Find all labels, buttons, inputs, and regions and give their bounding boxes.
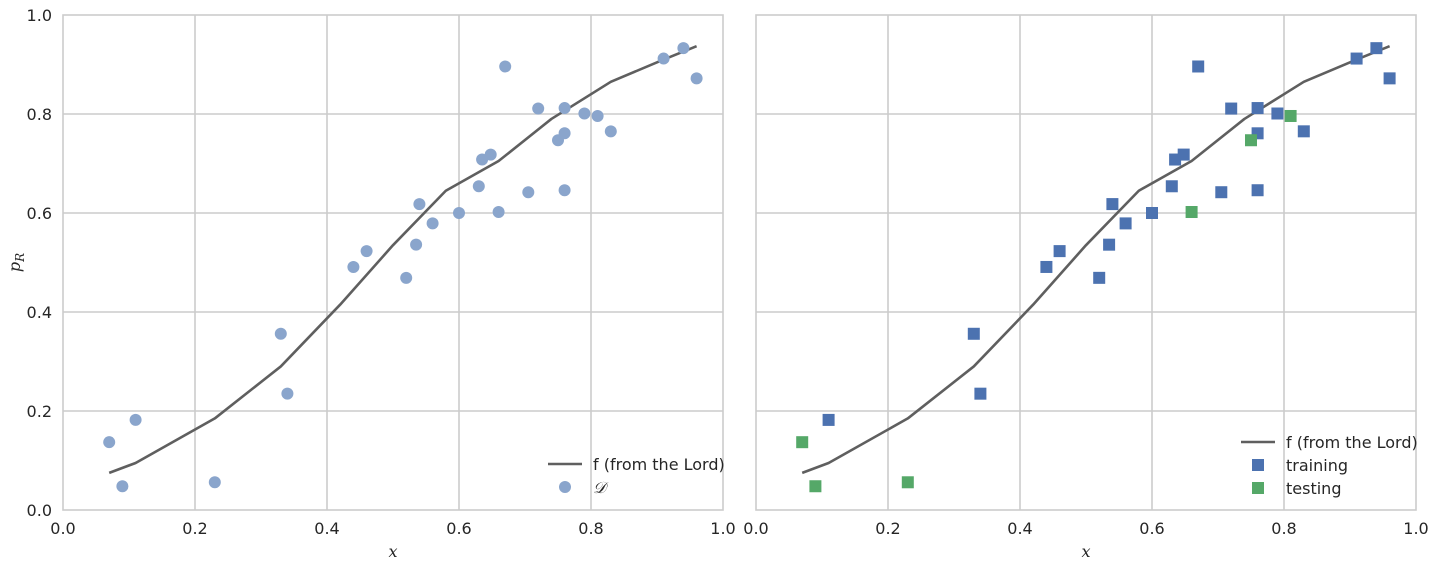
legend-label: testing: [1286, 479, 1341, 498]
legend-circle-swatch: [559, 481, 571, 493]
data-point: [690, 72, 703, 85]
data-point-training: [967, 327, 980, 340]
data-point-training: [1093, 271, 1106, 284]
y-tick-label: 1.0: [27, 6, 52, 25]
data-point-training: [1271, 107, 1284, 120]
data-point-training: [1119, 217, 1132, 230]
data-point: [558, 184, 571, 197]
data-point: [604, 125, 617, 138]
model-curve: [801, 44, 1391, 475]
data-point-testing: [796, 436, 809, 449]
data-point: [103, 436, 116, 449]
legend-square-swatch: [1252, 482, 1264, 494]
data-point: [410, 238, 423, 251]
data-point-training: [1040, 260, 1053, 273]
data-point-training: [1192, 60, 1205, 73]
data-point-training: [1370, 42, 1383, 55]
data-point-training: [1215, 186, 1228, 199]
y-tick-label: 0.4: [27, 303, 52, 322]
data-point: [281, 387, 294, 400]
right-panel: 0.0 0.2 0.4 0.6 0.8 1.0 x f (from the Lord) trai…: [743, 14, 1429, 561]
data-point: [522, 186, 535, 199]
data-point-training: [1165, 180, 1178, 193]
data-point-training: [1383, 72, 1396, 85]
data-point-training: [1103, 238, 1116, 251]
data-point: [484, 148, 497, 161]
y-tick-label: 0.6: [27, 204, 52, 223]
data-point: [499, 60, 512, 73]
data-point: [677, 42, 690, 55]
legend-label: f (from the Lord): [1286, 433, 1418, 452]
legend-label: 𝒟: [593, 478, 609, 497]
x-tick-label: 0.4: [314, 519, 339, 538]
data-point: [472, 180, 485, 193]
x-tick-label: 0.8: [1271, 519, 1296, 538]
plot-frame: [62, 14, 724, 511]
left-panel: 0.0 0.2 0.4 0.6 0.8 1.0 0.0 0.2 0.4 0.6 0.8 1.0 x pR f…: [5, 6, 736, 561]
x-tick-label: 0.4: [1007, 519, 1032, 538]
x-tick-label: 0.2: [875, 519, 900, 538]
legend-square-swatch: [1252, 459, 1264, 471]
data-point: [558, 127, 571, 140]
data-point: [492, 206, 505, 219]
x-tick-label: 0.0: [743, 519, 768, 538]
data-point-testing: [809, 480, 822, 493]
data-point-training: [1297, 125, 1310, 138]
data-point: [558, 102, 571, 115]
data-point: [208, 476, 221, 489]
y-tick-label: 0.2: [27, 402, 52, 421]
data-point-training: [1146, 207, 1158, 219]
data-point-training: [1177, 148, 1190, 161]
x-tick-label: 0.6: [446, 519, 471, 538]
legend-label: f (from the Lord): [593, 455, 725, 474]
data-point: [129, 413, 142, 426]
data-point: [347, 260, 360, 273]
data-point-training: [1350, 52, 1363, 65]
data-point: [360, 245, 373, 258]
y-tick-label: 0.8: [27, 105, 52, 124]
data-point: [400, 271, 413, 284]
x-tick-label: 1.0: [1403, 519, 1428, 538]
data-point-training: [1251, 127, 1264, 140]
model-curve: [108, 44, 698, 475]
data-point-training: [822, 413, 835, 426]
data-point: [532, 102, 545, 115]
x-tick-label: 0.0: [50, 519, 75, 538]
data-point: [426, 217, 439, 230]
data-point: [116, 480, 129, 493]
data-point-testing: [901, 476, 914, 489]
data-point-training: [974, 387, 987, 400]
x-axis-label: x: [388, 542, 397, 561]
data-point-testing: [1185, 206, 1198, 219]
data-point-training: [1251, 184, 1264, 197]
data-point: [453, 207, 465, 219]
legend-label: training: [1286, 456, 1348, 475]
x-tick-label: 0.2: [182, 519, 207, 538]
x-tick-label: 0.6: [1139, 519, 1164, 538]
y-tick-label: 0.0: [27, 501, 52, 520]
data-point: [657, 52, 670, 65]
data-point: [274, 327, 287, 340]
data-point-training: [1053, 245, 1066, 258]
data-point-testing: [1284, 109, 1297, 122]
data-point-training: [1251, 102, 1264, 115]
data-point: [578, 107, 591, 120]
x-axis-label: x: [1081, 542, 1090, 561]
y-axis-label: pR: [5, 253, 27, 272]
plot-frame: [755, 14, 1417, 511]
x-tick-label: 1.0: [710, 519, 735, 538]
data-point-training: [1225, 102, 1238, 115]
data-point-training: [1106, 198, 1119, 211]
data-point: [413, 198, 426, 211]
data-point-testing: [1245, 134, 1257, 147]
data-point: [591, 109, 604, 122]
x-tick-label: 0.8: [578, 519, 603, 538]
